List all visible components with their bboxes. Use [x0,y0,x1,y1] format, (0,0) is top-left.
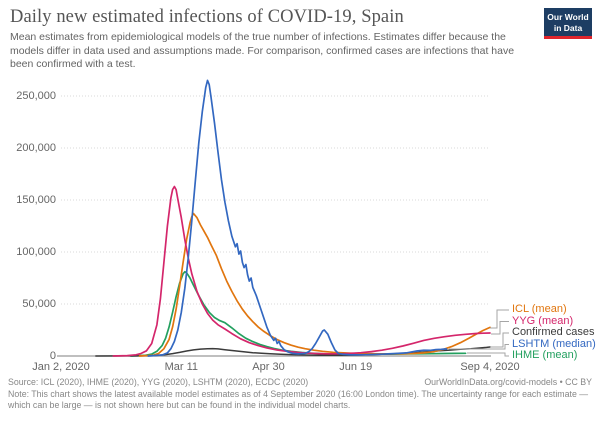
series-line-icl[interactable] [138,212,491,357]
y-tick-label-200000: 200,000 [16,141,56,154]
legend-connectors [449,309,509,357]
page-title: Daily new estimated infections of COVID-… [10,7,404,27]
y-tick-label-100000: 100,000 [16,245,56,258]
connector-icl [490,309,509,329]
x-tick-label-sep-4-2020: Sep 4, 2020 [460,361,520,373]
note-text: Note: This chart shows the latest availa… [8,389,589,410]
series-lines [95,79,491,357]
legend-item-lshtm[interactable]: LSHTM (median) [512,337,596,350]
source-text: Source: ICL (2020), IHME (2020), YYG (20… [8,377,309,387]
legend-item-yyg[interactable]: YYG (mean) [512,314,574,327]
y-tick-label-250000: 250,000 [16,89,56,102]
connector-lshtm [449,344,509,350]
x-tick-label-jun-19: Jun 19 [339,361,373,373]
y-tick-label-0: 0 [49,349,56,362]
connector-ihme [467,352,509,357]
y-tick-label-150000: 150,000 [16,193,56,206]
owid-logo[interactable]: Our World in Data [544,8,592,39]
x-tick-label-apr-30: Apr 30 [252,361,285,373]
legend-item-confirmed[interactable]: Confirmed cases [512,326,595,339]
owid-logo-line1: Our World [547,12,589,22]
legend-item-ihme[interactable]: IHME (mean) [512,349,578,362]
legend-item-icl[interactable]: ICL (mean) [512,303,567,315]
series-line-yyg[interactable] [112,185,491,357]
connector-yyg [491,321,509,335]
owid-logo-line2: in Data [553,22,583,33]
footer: Source: ICL (2020), IHME (2020), YYG (20… [8,377,592,411]
x-tick-label-jan-2-2020: Jan 2, 2020 [32,361,90,373]
y-tick-label-50000: 50,000 [22,297,56,310]
x-tick-label-mar-11: Mar 11 [164,361,199,373]
chart-subtitle: Mean estimates from epidemiological mode… [10,31,515,70]
owid-link[interactable]: OurWorldInData.org/covid-models • CC BY [424,377,592,387]
gridlines [61,95,490,305]
connector-confirmed [491,332,509,348]
series-line-lshtm[interactable] [147,79,448,357]
